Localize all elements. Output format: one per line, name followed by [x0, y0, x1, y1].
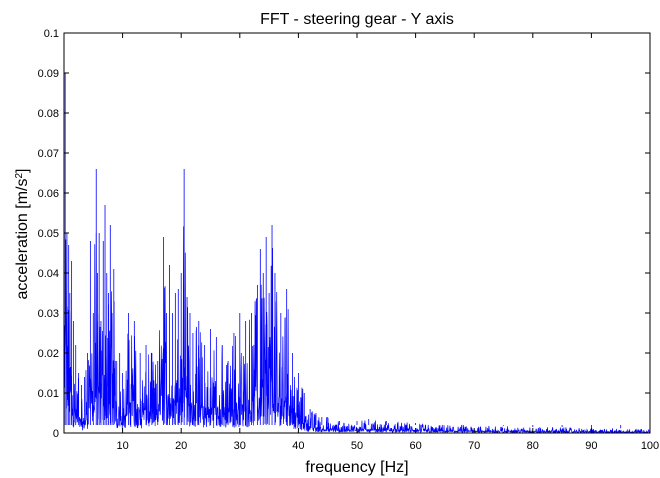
y-tick-label: 0.07	[38, 148, 59, 160]
y-tick-label: 0.06	[38, 188, 59, 200]
x-tick-label: 10	[116, 440, 128, 452]
y-tick-label: 0.08	[38, 108, 59, 120]
x-tick-label: 60	[409, 440, 421, 452]
x-tick-label: 80	[527, 440, 539, 452]
y-tick-label: 0.02	[38, 348, 59, 360]
chart-title: FFT - steering gear - Y axis	[260, 11, 454, 28]
y-tick-label: 0.09	[38, 68, 59, 80]
x-tick-label: 20	[175, 440, 187, 452]
y-axis-label-end: ]	[14, 169, 31, 173]
x-tick-label: 90	[585, 440, 597, 452]
x-tick-label: 30	[234, 440, 246, 452]
y-tick-label: 0	[53, 428, 59, 440]
plot-area	[63, 32, 651, 434]
y-tick-label: 0.03	[38, 308, 59, 320]
x-tick-label: 50	[351, 440, 363, 452]
y-axis-ticks: 0 0.01 0.02 0.03 0.04 0.05 0.06 0.07 0.08 0.09 0.1	[38, 28, 650, 440]
y-tick-label: 0.01	[38, 388, 59, 400]
x-axis-label: frequency [Hz]	[305, 459, 408, 476]
x-tick-label: 100	[641, 440, 659, 452]
y-axis-label: acceleration [m/s2]	[14, 169, 32, 300]
x-tick-label: 70	[468, 440, 480, 452]
x-tick-label: 40	[292, 440, 304, 452]
y-axis-label-main: acceleration [m/s	[14, 179, 31, 300]
y-axis-label-superscript: 2	[14, 173, 25, 179]
x-axis-ticks: 10 20 30 40 50 60 70 80 90 100	[116, 33, 659, 452]
y-tick-label: 0.05	[38, 228, 59, 240]
y-tick-label: 0.1	[44, 28, 59, 40]
y-tick-label: 0.04	[38, 268, 59, 280]
